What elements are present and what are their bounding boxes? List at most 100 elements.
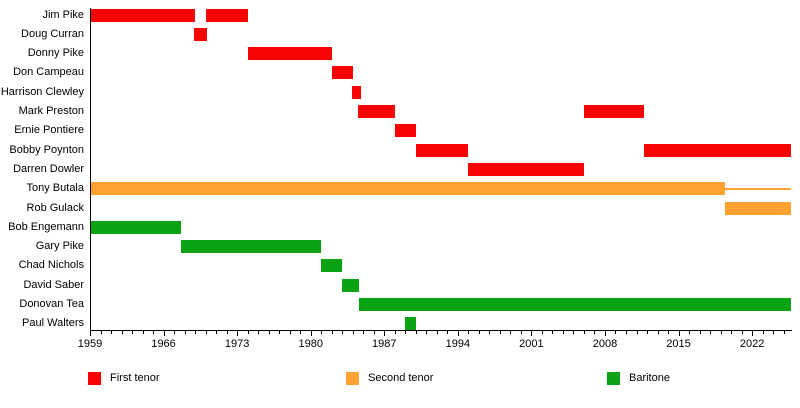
major-tick-2022 — [752, 331, 754, 336]
minor-tick-1982 — [331, 331, 333, 334]
minor-tick-1962 — [121, 331, 123, 334]
x-tick-label-1966: 1966 — [151, 338, 176, 350]
minor-tick-1961 — [111, 331, 113, 334]
bar-darren-dowler — [468, 162, 584, 176]
x-tick-label-1973: 1973 — [224, 338, 250, 350]
bar-donny-pike — [247, 47, 332, 61]
bar-harrison-clewley — [351, 85, 362, 99]
row-label-mark-preston: Mark Preston — [18, 105, 84, 117]
major-tick-1980 — [310, 331, 312, 336]
minor-tick-1992 — [436, 331, 438, 334]
major-tick-1959 — [90, 331, 91, 336]
bar-mark-preston — [357, 105, 395, 118]
minor-tick-1988 — [394, 331, 396, 334]
minor-tick-1990 — [415, 331, 417, 334]
minor-tick-2012 — [647, 331, 649, 334]
minor-tick-1964 — [142, 331, 144, 334]
minor-tick-1986 — [373, 331, 375, 334]
x-axis-line — [90, 330, 792, 331]
baritone-swatch-icon — [607, 371, 620, 385]
row-label-don-campeau: Don Campeau — [13, 66, 84, 79]
major-tick-2015 — [678, 331, 680, 336]
minor-tick-2000 — [520, 331, 522, 334]
x-tick-label-1959: 1959 — [77, 338, 103, 350]
legend-label-first-tenor: First tenor — [110, 371, 160, 384]
minor-tick-1985 — [363, 331, 365, 334]
minor-tick-1963 — [132, 331, 134, 334]
minor-tick-1974 — [247, 331, 249, 334]
minor-tick-2009 — [615, 331, 617, 334]
bar-doug-curran — [194, 27, 207, 41]
row-label-harrison-clewley: Harrison Clewley — [0, 85, 84, 98]
minor-tick-2005 — [573, 331, 575, 334]
minor-tick-1996 — [478, 331, 480, 334]
bar-rob-gulack — [724, 201, 791, 215]
row-label-donovan-tea: Donovan Tea — [19, 298, 84, 310]
minor-tick-2021 — [741, 331, 743, 334]
row-label-bob-engemann: Bob Engemann — [8, 220, 84, 233]
minor-tick-2013 — [657, 331, 659, 334]
minor-tick-1975 — [258, 331, 260, 334]
legend-item-first-tenor: First tenor — [88, 370, 160, 386]
bar-bob-engemann — [90, 220, 182, 234]
minor-tick-1998 — [499, 331, 501, 334]
minor-tick-1979 — [300, 331, 302, 334]
minor-tick-1991 — [426, 331, 428, 334]
minor-tick-1960 — [100, 331, 102, 334]
bar-jim-pike — [205, 8, 248, 22]
bar-mark-preston — [583, 105, 644, 118]
minor-tick-1977 — [279, 331, 281, 334]
minor-tick-2007 — [594, 331, 596, 334]
legend-item-second-tenor: Second tenor — [346, 370, 433, 386]
row-label-ernie-pontiere: Ernie Pontiere — [14, 124, 84, 137]
minor-tick-1965 — [153, 331, 155, 334]
major-tick-1987 — [384, 331, 386, 336]
row-label-david-saber: David Saber — [23, 278, 84, 291]
bar-tony-butala-thin — [724, 187, 791, 190]
x-tick-label-1994: 1994 — [445, 338, 471, 350]
minor-tick-2020 — [731, 331, 733, 334]
x-tick-label-1987: 1987 — [372, 338, 397, 350]
x-tick-label-2001: 2001 — [519, 338, 544, 350]
legend: First tenor Second tenor Baritone — [0, 370, 800, 390]
bar-chad-nichols — [321, 259, 343, 273]
bar-tony-butala — [90, 182, 725, 196]
legend-item-baritone: Baritone — [607, 370, 670, 386]
minor-tick-2011 — [636, 331, 638, 334]
minor-tick-1995 — [468, 331, 470, 334]
major-tick-2008 — [604, 331, 606, 336]
major-tick-2001 — [531, 331, 533, 336]
minor-tick-2010 — [625, 331, 627, 334]
minor-tick-2024 — [773, 331, 775, 334]
minor-tick-1970 — [205, 331, 207, 334]
minor-tick-2014 — [668, 331, 670, 334]
minor-tick-1969 — [195, 331, 197, 334]
row-label-gary-pike: Gary Pike — [35, 240, 84, 253]
minor-tick-2004 — [562, 331, 564, 334]
bar-david-saber — [342, 278, 360, 292]
bar-jim-pike — [90, 8, 196, 22]
legend-label-baritone: Baritone — [629, 371, 670, 384]
bar-paul-walters — [405, 317, 416, 331]
minor-tick-2003 — [552, 331, 554, 334]
legend-label-second-tenor: Second tenor — [368, 371, 434, 384]
first-tenor-swatch-icon — [88, 371, 101, 385]
minor-tick-2017 — [699, 331, 701, 334]
row-label-chad-nichols: Chad Nichols — [18, 259, 84, 272]
row-label-rob-gulack: Rob Gulack — [26, 201, 84, 214]
x-tick-label-2008: 2008 — [592, 338, 618, 350]
major-tick-1966 — [163, 331, 165, 336]
minor-tick-1981 — [321, 331, 323, 334]
bar-bobby-poynton — [415, 143, 469, 157]
x-tick-label-2015: 2015 — [666, 338, 691, 350]
minor-tick-2002 — [541, 331, 543, 334]
minor-tick-2018 — [710, 331, 712, 334]
bar-gary-pike — [181, 240, 322, 254]
y-axis-line — [90, 8, 91, 331]
minor-tick-2023 — [762, 331, 764, 334]
bar-ernie-pontiere — [394, 124, 416, 138]
bar-don-campeau — [331, 66, 353, 80]
row-label-paul-walters: Paul Walters — [22, 317, 84, 330]
major-tick-1973 — [237, 331, 239, 336]
